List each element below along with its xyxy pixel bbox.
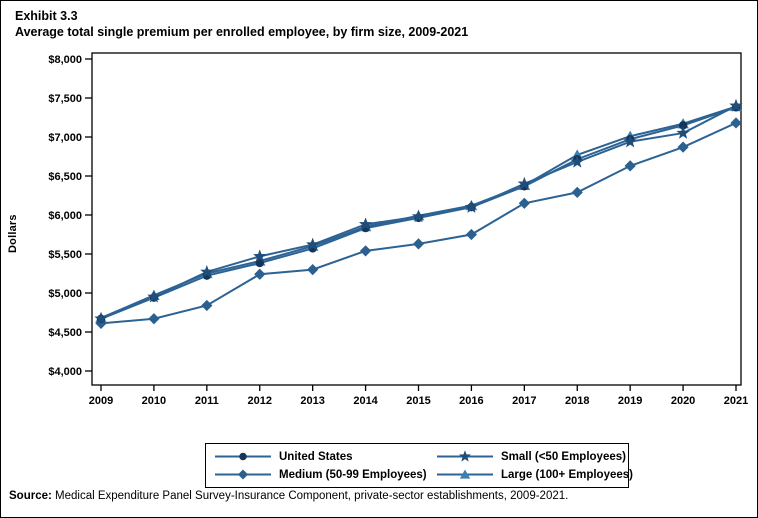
data-point (200, 264, 214, 278)
data-point (147, 289, 161, 303)
data-point (255, 258, 264, 268)
x-tick-label: 2011 (195, 395, 219, 407)
y-tick-label: $8,000 (48, 54, 82, 66)
data-point (359, 245, 372, 257)
data-point (253, 249, 267, 262)
x-tick-label: 2015 (406, 395, 430, 407)
x-tick-label: 2019 (618, 395, 642, 407)
data-point (518, 197, 530, 209)
data-point (237, 469, 249, 480)
series-markers-small-50-employees (94, 98, 743, 325)
data-point (411, 209, 426, 223)
data-point (677, 141, 689, 153)
legend-item-medium-50-99-employees: Medium (50-99 Employees) (214, 467, 436, 482)
legend-label: United States (279, 450, 353, 463)
x-tick-label: 2020 (671, 395, 695, 407)
data-point (623, 134, 637, 148)
data-point (358, 217, 373, 231)
data-point (459, 469, 471, 479)
chart-title: Average total single premium per enrolle… (15, 25, 469, 39)
data-point (571, 186, 583, 198)
data-point (678, 121, 688, 130)
data-point (676, 126, 690, 139)
legend: United States Small (<50 Employees) Medium… (205, 443, 633, 488)
data-point (254, 268, 266, 280)
data-point (570, 154, 584, 168)
data-point (464, 200, 479, 213)
x-tick-label: 2013 (300, 395, 324, 407)
circle-marker-icon (215, 452, 271, 461)
x-tick-label: 2016 (459, 395, 483, 407)
data-point (94, 311, 108, 325)
x-tick-label: 2010 (142, 395, 166, 407)
data-point (201, 299, 213, 312)
y-tick-label: $6,500 (48, 171, 82, 183)
legend-item-united-states: United States (214, 449, 436, 464)
plot-frame (91, 52, 742, 386)
y-tick-label: $4,500 (48, 327, 82, 339)
series-medium-50-99-employees (100, 122, 737, 325)
legend-item-small-50-employees: Small (<50 Employees) (436, 449, 633, 464)
y-axis: $4,000 $4,500 $5,000 $5,500 $6,000 $6,500 $7,0… (48, 54, 92, 378)
exhibit-number: Exhibit 3.3 (15, 9, 78, 23)
line-chart: $4,000 $4,500 $5,000 $5,500 $6,000 $6,500 $7,0… (48, 52, 748, 407)
source-label: Source: (9, 490, 52, 502)
y-tick-label: $4,000 (48, 366, 82, 378)
data-point (412, 238, 425, 250)
legend-label: Small (<50 Employees) (501, 450, 626, 463)
data-point (517, 176, 531, 190)
x-tick-label: 2012 (248, 395, 272, 407)
data-point (239, 452, 247, 461)
y-tick-label: $7,000 (48, 132, 82, 144)
triangle-marker-icon (437, 469, 493, 479)
y-tick-label: $6,000 (48, 210, 82, 222)
x-tick-label: 2014 (353, 395, 378, 407)
x-tick-label: 2018 (565, 395, 589, 407)
data-point (730, 117, 742, 129)
legend-label: Medium (50-99 Employees) (279, 468, 427, 481)
legend-label: Large (100+ Employees) (501, 468, 633, 481)
chart-header: Exhibit 3.3 Average total single premium… (15, 8, 468, 40)
data-point (148, 313, 160, 325)
series-line-medium-50-99-employees (100, 122, 737, 325)
data-point (95, 317, 107, 330)
x-axis: 2009 2010 2011 2012 2013 2014 2015 2016 2017 2018… (89, 385, 748, 407)
star-marker-icon (437, 450, 493, 462)
data-point (624, 160, 636, 172)
data-point (465, 228, 478, 241)
legend-item-large-100-employees: Large (100+ Employees) (436, 467, 633, 482)
y-tick-label: $7,500 (48, 93, 82, 105)
data-point (729, 98, 743, 112)
source-text: Medical Expenditure Panel Survey-Insuran… (51, 490, 569, 502)
data-point (307, 264, 319, 276)
data-point (459, 450, 471, 462)
y-tick-label: $5,500 (48, 249, 82, 261)
y-tick-label: $5,000 (48, 288, 82, 300)
series-markers-medium-50-99-employees (95, 117, 742, 330)
source-note: Source: Medical Expenditure Panel Survey… (9, 490, 568, 502)
x-tick-label: 2017 (512, 395, 536, 407)
diamond-marker-icon (215, 469, 271, 480)
data-point (306, 237, 320, 251)
x-tick-label: 2009 (89, 395, 113, 407)
x-tick-label: 2021 (724, 395, 748, 407)
